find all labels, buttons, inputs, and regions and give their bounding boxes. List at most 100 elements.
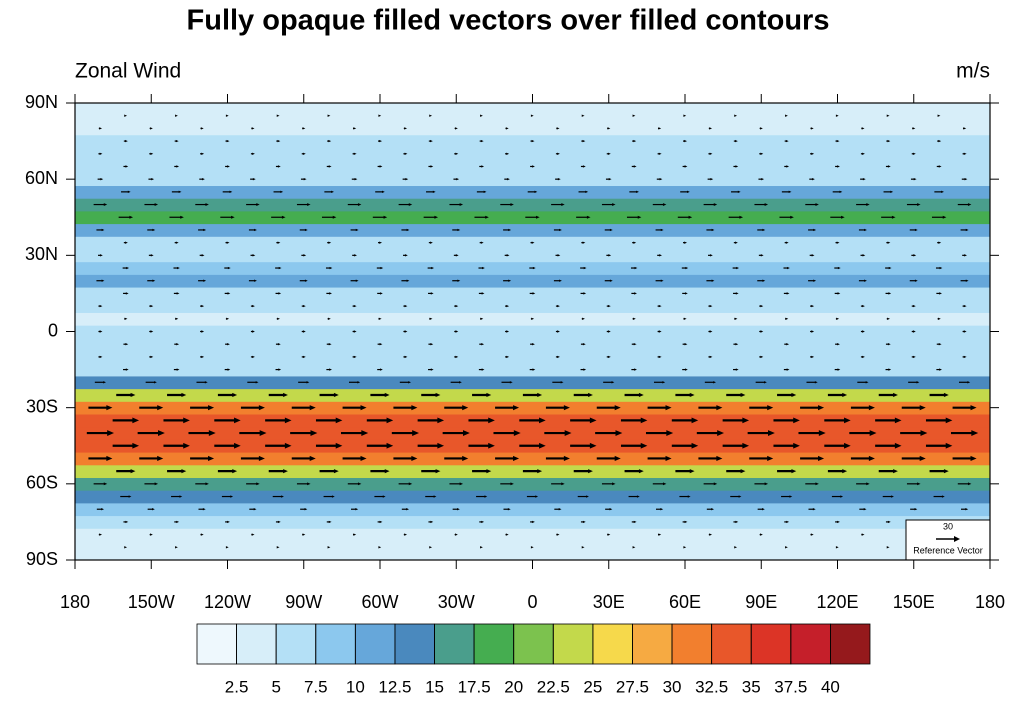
vector-head (406, 508, 410, 511)
vector-head (429, 114, 433, 117)
vector (580, 266, 587, 270)
vector (886, 546, 890, 549)
vector-head (405, 177, 409, 181)
vector-head (835, 546, 839, 549)
vector-head (760, 127, 763, 130)
contour-band (75, 223, 990, 237)
vector-head (914, 508, 918, 511)
vector-head (785, 241, 789, 244)
vector-head (912, 330, 916, 333)
vector (217, 469, 238, 474)
vector-head (176, 165, 180, 168)
vector-head (202, 508, 206, 511)
vector-head (742, 417, 750, 424)
vector (962, 254, 967, 257)
vector (773, 442, 800, 449)
vector-head (861, 533, 865, 536)
vector (251, 127, 255, 130)
vector (601, 203, 616, 207)
vector-head (276, 546, 280, 549)
vector-head (302, 152, 306, 155)
vector (631, 520, 637, 524)
vector (607, 127, 611, 130)
vector-head (887, 139, 891, 143)
vector-head (864, 228, 867, 232)
chart-title: Fully opaque filled vectors over filled … (187, 5, 830, 37)
vector-head (607, 304, 611, 308)
vector (300, 177, 307, 181)
vector-head (894, 417, 902, 424)
contour-band (75, 375, 990, 390)
vector-head (634, 292, 637, 295)
vector (504, 177, 510, 181)
vector-head (658, 533, 662, 536)
vector-head (259, 430, 267, 436)
vector-head (355, 279, 359, 282)
vector (551, 482, 565, 486)
vector (276, 114, 280, 117)
vector (553, 279, 562, 282)
vector-head (609, 508, 613, 511)
vector (912, 127, 916, 130)
vector (805, 482, 819, 486)
vector-head (559, 279, 562, 282)
vector-head (281, 495, 284, 498)
vector-head (284, 442, 292, 449)
vector (342, 455, 367, 462)
vector (934, 190, 944, 194)
vector-head (811, 355, 815, 359)
vector-head (128, 495, 132, 498)
vector-head (764, 203, 769, 207)
vector (97, 177, 104, 181)
vector (784, 342, 790, 346)
vector-head (534, 190, 538, 194)
vector-head (589, 417, 597, 424)
vector (733, 368, 739, 371)
vector-head (556, 127, 560, 130)
vector (806, 381, 818, 384)
vector (530, 241, 535, 244)
vector (300, 508, 308, 511)
vector (703, 482, 718, 486)
vector (708, 355, 713, 359)
vector-head (713, 203, 718, 207)
vector-head (582, 520, 586, 524)
vector-head (640, 417, 648, 424)
vector-head (361, 430, 369, 436)
vector (937, 139, 942, 143)
vector (453, 177, 460, 181)
vector (604, 228, 613, 232)
vector (401, 228, 410, 232)
vector-head (354, 177, 358, 181)
vector (403, 127, 408, 130)
vector (698, 455, 723, 462)
vector-head (506, 330, 510, 333)
vector-head (588, 469, 593, 474)
vector-head (405, 254, 408, 257)
vector-head (658, 330, 662, 333)
vector (936, 368, 942, 371)
vector (909, 279, 918, 282)
contour-band (75, 122, 990, 136)
vector (200, 127, 204, 130)
vector (198, 228, 207, 232)
vector (632, 114, 636, 117)
vector-head (684, 342, 688, 346)
vector (276, 317, 280, 321)
vector-head (912, 127, 916, 130)
vector (276, 139, 281, 143)
vector-head (99, 127, 103, 130)
vector-head (963, 355, 967, 359)
vector (937, 241, 942, 244)
vector-head (818, 455, 825, 462)
vector (174, 241, 179, 244)
vector (377, 165, 383, 168)
vector-head (633, 520, 637, 524)
vector-head (762, 279, 766, 282)
vector (276, 241, 281, 244)
vector-head (333, 392, 339, 398)
vector-head (183, 442, 190, 449)
vector (682, 520, 688, 524)
vector (703, 203, 718, 207)
vector (500, 203, 514, 207)
